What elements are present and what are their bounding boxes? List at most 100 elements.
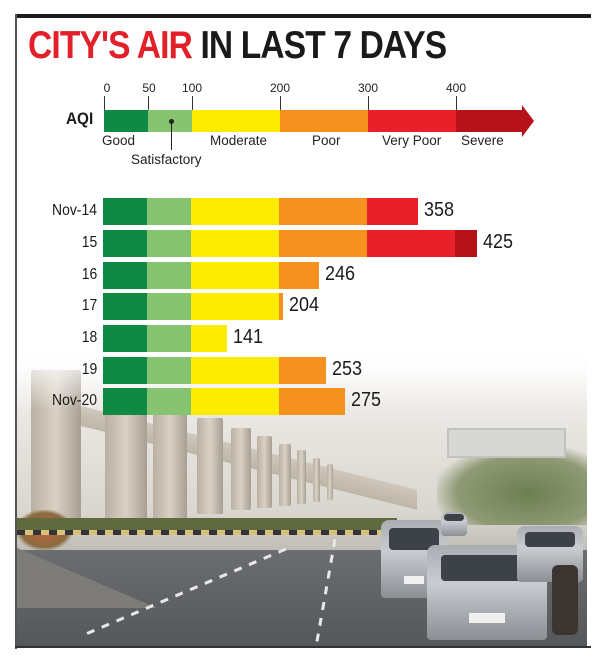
left-rule [15,14,17,649]
motorcycle-rider [552,565,578,635]
bar-segment-poor [279,262,319,289]
aqi-bar [103,388,345,415]
bar-segment-good [103,230,147,257]
bar-segment-good [103,388,147,415]
tick-mark [192,96,193,110]
bottom-rule [15,646,591,648]
satisfactory-pointer-line [171,120,172,150]
tick-label-200: 200 [269,81,291,95]
tick-mark [368,96,369,110]
road-gantry-sign [447,428,566,458]
viaduct-pillar [297,450,306,504]
row-value: 204 [289,294,320,316]
aqi-bar [103,230,477,257]
bar-segment-good [103,293,147,320]
category-label-severe: Severe [461,133,504,148]
viaduct-pillar [231,428,251,510]
viaduct-pillar [313,458,320,502]
category-label-satisfactory: Satisfactory [131,152,202,167]
car [441,512,467,536]
road-shoulder [17,548,157,608]
bar-segment-severe [455,230,477,257]
trees [437,445,587,525]
title-red-part: CITY'S AIR [28,24,193,67]
background-photo [17,350,587,646]
tick-label-0: 0 [103,81,111,95]
scale-band-moderate [192,110,280,132]
aqi-bar [103,357,326,384]
bar-segment-moderate [191,357,279,384]
bar-segment-moderate [191,230,279,257]
bar-segment-satisfactory [147,262,191,289]
tick-mark [456,96,457,110]
viaduct-pillar [327,464,333,500]
row-label: 15 [81,234,97,251]
bar-segment-moderate [191,388,279,415]
tick-mark [280,96,281,110]
row-value: 246 [325,263,356,285]
row-value: 425 [483,231,514,253]
viaduct-pillar [279,444,291,506]
bar-segment-good [103,325,147,352]
bar-segment-good [103,357,147,384]
bar-segment-very-poor [367,230,455,257]
tick-mark [104,96,105,110]
aqi-bar [103,262,319,289]
bar-segment-satisfactory [147,388,191,415]
scale-band-good [104,110,148,132]
bar-segment-poor [279,293,283,320]
category-label-moderate: Moderate [210,133,268,148]
scale-arrow-icon [522,105,534,137]
viaduct-pillar [257,436,272,508]
category-label-very-poor: Very Poor [382,133,442,148]
aqi-bar [103,198,418,225]
viaduct-pillar [197,418,223,514]
bar-segment-satisfactory [147,198,191,225]
bar-segment-good [103,262,147,289]
bar-segment-satisfactory [147,325,191,352]
bar-segment-satisfactory [147,230,191,257]
median-curb [17,530,397,535]
scale-band-severe [456,110,522,132]
viaduct-pillar [105,400,147,530]
bar-segment-moderate [191,198,279,225]
top-rule [15,14,591,18]
row-value: 275 [351,389,382,411]
row-label: Nov-14 [52,202,97,219]
aqi-bar [103,293,283,320]
bar-segment-moderate [191,262,279,289]
viaduct-pillar [153,408,187,520]
bar-segment-very-poor [367,198,418,225]
bar-segment-satisfactory [147,357,191,384]
row-value: 141 [233,326,264,348]
chart-title: CITY'S AIR IN LAST 7 DAYS [28,24,447,68]
bar-segment-poor [279,357,326,384]
row-value: 253 [332,358,363,380]
row-label: 17 [81,297,97,314]
tick-label-50: 50 [142,81,156,95]
bar-segment-poor [279,198,367,225]
category-label-good: Good [102,133,136,148]
row-label: 16 [81,266,97,283]
bar-segment-satisfactory [147,293,191,320]
scale-band-poor [280,110,368,132]
aqi-bar [103,325,227,352]
row-label: 18 [81,329,97,346]
bar-segment-moderate [191,325,227,352]
tick-label-300: 300 [357,81,379,95]
road-median [17,518,397,530]
tick-label-400: 400 [445,81,467,95]
bar-segment-poor [279,388,345,415]
bar-segment-good [103,198,147,225]
row-label: 19 [81,361,97,378]
row-value: 358 [424,199,455,221]
bar-segment-poor [279,230,367,257]
category-label-poor: Poor [312,133,341,148]
bar-segment-moderate [191,293,279,320]
tick-mark [148,96,149,110]
aqi-axis-label: AQI [66,109,94,128]
scale-band-very-poor [368,110,456,132]
tick-label-100: 100 [181,81,203,95]
row-label: Nov-20 [52,392,97,409]
title-black-part: IN LAST 7 DAYS [200,24,447,67]
